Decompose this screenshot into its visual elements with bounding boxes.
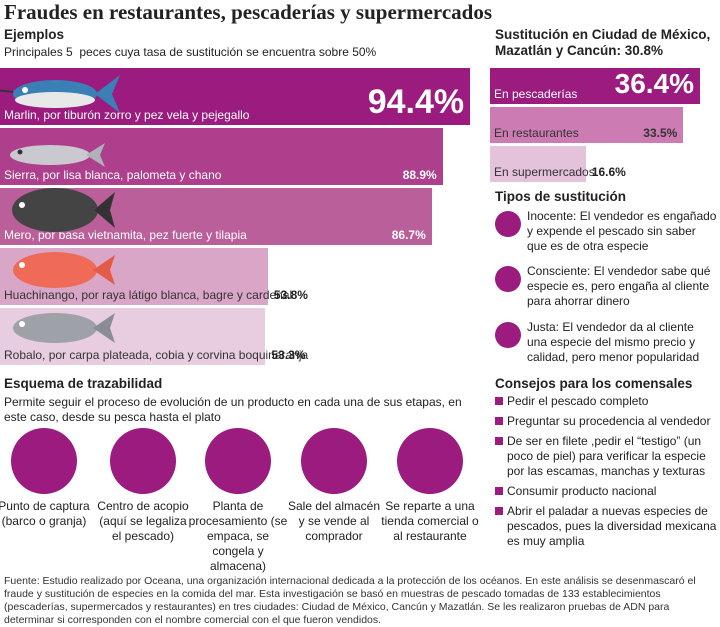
fish [13, 252, 115, 288]
tipo-item: Inocente: El vendedor es engañado y expe… [495, 209, 717, 254]
step: Sale del almacén y se vende al comprador [284, 428, 384, 544]
title: Fraudes en restaurantes, pescaderías y s… [4, 0, 493, 24]
value-label: 33.5% [643, 126, 678, 140]
bar-label: Huachinango, por raya látigo blanca, bag… [4, 288, 293, 302]
step-label: Centro de acopio (aquí se legaliza el pe… [97, 499, 189, 543]
icon [495, 322, 521, 348]
value-label: 53.8% [273, 288, 308, 302]
bar-label: Robalo, por carpa plateada, cobia y corv… [4, 348, 309, 362]
bar [490, 107, 684, 143]
icon [495, 211, 521, 237]
fish [0, 75, 120, 113]
fish [12, 188, 115, 232]
footer: Fuente: Estudio realizado por Oceana, un… [4, 575, 696, 626]
step: Centro de acopio (aquí se legaliza el pe… [93, 428, 193, 544]
section-title: Esquema de trazabilidad [4, 376, 163, 391]
tip: De ser en filete ,pedir el “testigo” (un… [495, 434, 717, 479]
tipo-text: Justa: El vendedor da al cliente una esp… [527, 320, 700, 364]
step-label: Punto de captura (barco o granja) [0, 499, 90, 528]
step-icon [301, 428, 367, 494]
chart-title: Sustitución en Ciudad de México, Mazatlá… [495, 27, 711, 58]
fish [13, 313, 115, 343]
fish [10, 143, 105, 167]
step-label: Sale del almacén y se vende al comprador [287, 499, 381, 543]
step: Punto de captura (barco o granja) [0, 428, 94, 529]
value-label: 94.4% [367, 83, 465, 121]
tip: Preguntar su procedencia al vendedor [495, 414, 717, 429]
chart-title: Ejemplos [4, 27, 65, 42]
bar [490, 68, 701, 104]
step-icon [11, 428, 77, 494]
bar-label: En restaurantes [494, 126, 579, 140]
step: Planta de procesamiento (se empaca, se c… [188, 428, 288, 574]
bar-label: En pescaderías [494, 87, 578, 101]
tipo-item: Justa: El vendedor da al cliente una esp… [495, 320, 717, 365]
step-icon [110, 428, 176, 494]
chart-subtitle: Principales 5 peces cuya tasa de sustitu… [4, 45, 377, 59]
bar-label: Sierra, por lisa blanca, palometa y chan… [4, 168, 222, 182]
value-label: 16.6% [591, 165, 626, 179]
bar-label: Mero, por basa vietnamita, pez fuerte y … [4, 228, 247, 242]
tip: Pedir el pescado completo [495, 394, 717, 409]
tipo-text: Inocente: El vendedor es engañado y expe… [527, 209, 717, 253]
section-title: Consejos para los comensales [495, 376, 693, 391]
tip: Consumir producto nacional [495, 484, 717, 499]
step: Se reparte a una tienda comercial o al r… [380, 428, 480, 544]
section-title: Tipos de sustitución [495, 189, 627, 204]
fish-icons [0, 75, 120, 343]
bar [490, 146, 586, 182]
tipo-item: Consciente: El vendedor sabe qué especie… [495, 264, 717, 309]
section-description: Permite seguir el proceso de evolución d… [4, 395, 462, 424]
value-label: 88.9% [402, 168, 437, 182]
tips-list: Pedir el pescado completo Preguntar su p… [495, 394, 717, 554]
value-label: 86.7% [391, 228, 426, 242]
step-label: Planta de procesamiento (se empaca, se c… [188, 499, 288, 573]
tipo-text: Consciente: El vendedor sabe qué especie… [527, 264, 711, 308]
bar-label: En supermercados [494, 165, 595, 179]
value-label: 36.4% [614, 68, 695, 99]
bar-chart: En pescaderías 36.4% En restaurantes 33.5% E… [490, 68, 720, 183]
icon [495, 266, 521, 292]
step-icon [397, 428, 463, 494]
value-label: 53.3% [271, 348, 306, 362]
tip: Abrir el paladar a nuevas especies de pe… [495, 504, 717, 549]
step-label: Se reparte a una tienda comercial o al r… [381, 499, 479, 543]
bar-chart: Marlin, por tiburón zorro y pez vela y p… [0, 68, 490, 368]
bar-label: Marlin, por tiburón zorro y pez vela y p… [4, 108, 250, 122]
step-icon [205, 428, 271, 494]
